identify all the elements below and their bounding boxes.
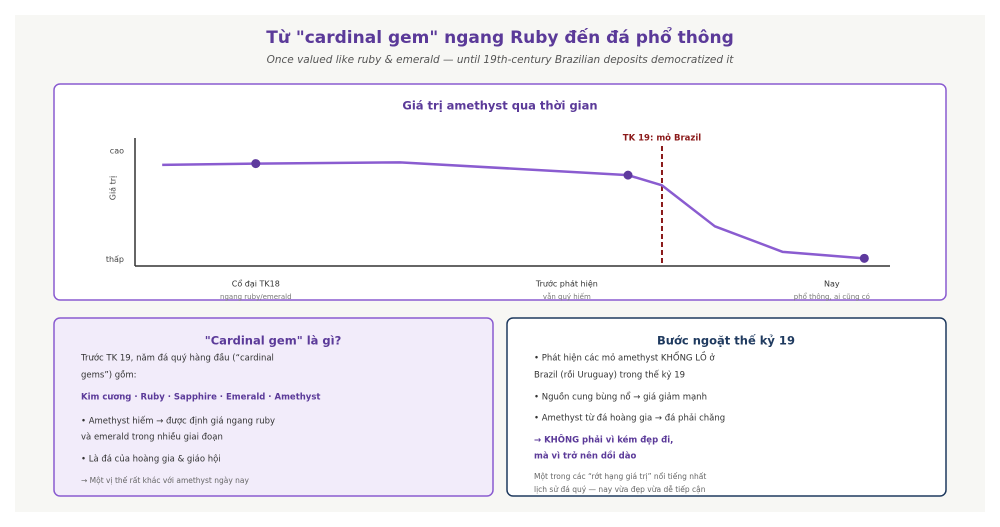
- y-axis-label: Giá trị: [109, 176, 119, 201]
- x-tick-label: Cổ đại TK18: [232, 279, 280, 290]
- gem-list: Kim cương · Ruby · Sapphire · Emerald · …: [81, 393, 320, 403]
- marker: [859, 253, 869, 263]
- right-title: Bước ngoặt thế kỷ 19: [657, 334, 795, 348]
- x-tick-label: Nay: [824, 280, 840, 289]
- title: Từ "cardinal gem" ngang Ruby đến đá phổ …: [266, 26, 734, 48]
- left-bullet: • Amethyst hiếm → được định giá ngang ru…: [81, 416, 275, 427]
- subtitle: Once valued like ruby & emerald — until …: [267, 54, 735, 66]
- left-note: → Một vị thế rất khác với amethyst ngày …: [81, 476, 250, 485]
- left-panel: [53, 317, 494, 497]
- left-bullet: và emerald trong nhiều giai đoạn: [81, 432, 223, 443]
- x-tick-label: Trước phát hiện: [535, 279, 598, 289]
- left-text: Trước TK 19, năm đá quý hàng đầu (“cardi…: [80, 353, 274, 364]
- x-tick-note: vẫn quý hiếm: [543, 292, 591, 301]
- left-title: "Cardinal gem" là gì?: [205, 334, 342, 348]
- right-panel: [506, 317, 947, 497]
- x-tick-note: phổ thông, ai cũng có: [794, 292, 870, 301]
- right-bullet: • Nguồn cung bùng nổ → giá giảm mạnh: [534, 392, 707, 403]
- y-tick-label: thấp: [106, 254, 124, 264]
- y-tick-label: cao: [110, 146, 124, 155]
- right-note: Một trong các “rớt hạng giá trị” nổi tiế…: [534, 472, 706, 481]
- chart-panel: [53, 83, 947, 301]
- right-bullet: • Amethyst từ đá hoàng gia → đá phải chă…: [534, 413, 725, 424]
- chart-title: Giá trị amethyst qua thời gian: [402, 99, 597, 113]
- right-bullet: Brazil (rồi Uruguay) trong thế kỷ 19: [534, 370, 685, 381]
- marker: [623, 170, 633, 180]
- left-bullet: • Là đá của hoàng gia & giáo hội: [81, 454, 221, 465]
- value-line: [162, 161, 865, 260]
- event-label: TK 19: mỏ Brazil: [623, 133, 701, 144]
- right-note: lịch sử đá quý — nay vừa đẹp vừa dễ tiếp…: [534, 485, 706, 494]
- right-bullet: • Phát hiện các mỏ amethyst KHỔNG LỒ ở: [534, 351, 715, 364]
- right-emphasis: mà vì trở nên dồi dào: [534, 451, 636, 462]
- x-tick-note: ngang ruby/emerald: [220, 293, 292, 301]
- marker: [251, 159, 261, 169]
- right-emphasis: → KHÔNG phải vì kém đẹp đi,: [534, 434, 673, 446]
- left-text: gems”) gồm:: [81, 370, 137, 381]
